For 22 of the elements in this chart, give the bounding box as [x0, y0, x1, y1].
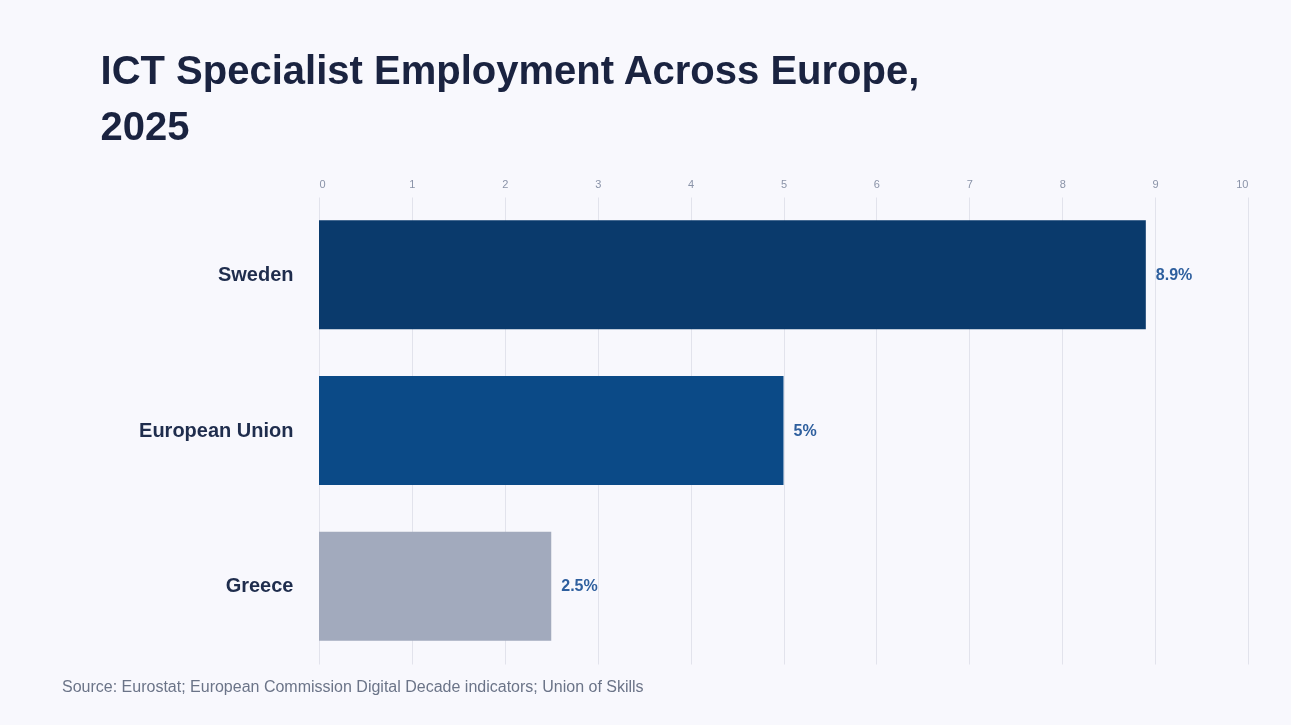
data-label: 2.5%: [561, 577, 598, 595]
source-note: Source: Eurostat; European Commission Digital Decade indicators; Union of Skills: [62, 678, 644, 696]
x-tick-label: 1: [409, 177, 416, 190]
x-tick-label: 7: [966, 177, 973, 190]
data-label: 5%: [793, 421, 817, 439]
y-tick-label: European Union: [139, 418, 294, 441]
x-tick-label: 4: [688, 177, 695, 190]
x-tick-label: 5: [780, 177, 788, 190]
x-tick-label: 6: [873, 177, 880, 190]
bar: [319, 376, 784, 485]
x-tick-label: 0: [319, 177, 326, 190]
x-tick-label: 2: [502, 177, 509, 190]
x-tick-label: 9: [1152, 177, 1159, 190]
x-tick-label: 8: [1059, 177, 1066, 190]
bar: [319, 220, 1146, 330]
y-tick-label: Sweden: [217, 262, 294, 285]
chart-title: ICT Specialist Employment Across Europe, 2025: [100, 48, 920, 148]
x-tick-label: 3: [595, 177, 602, 190]
x-tick-label: 10: [1236, 177, 1249, 190]
bar: [319, 531, 552, 641]
y-tick-label: Greece: [225, 574, 294, 597]
data-label: 8.9%: [1155, 265, 1193, 283]
